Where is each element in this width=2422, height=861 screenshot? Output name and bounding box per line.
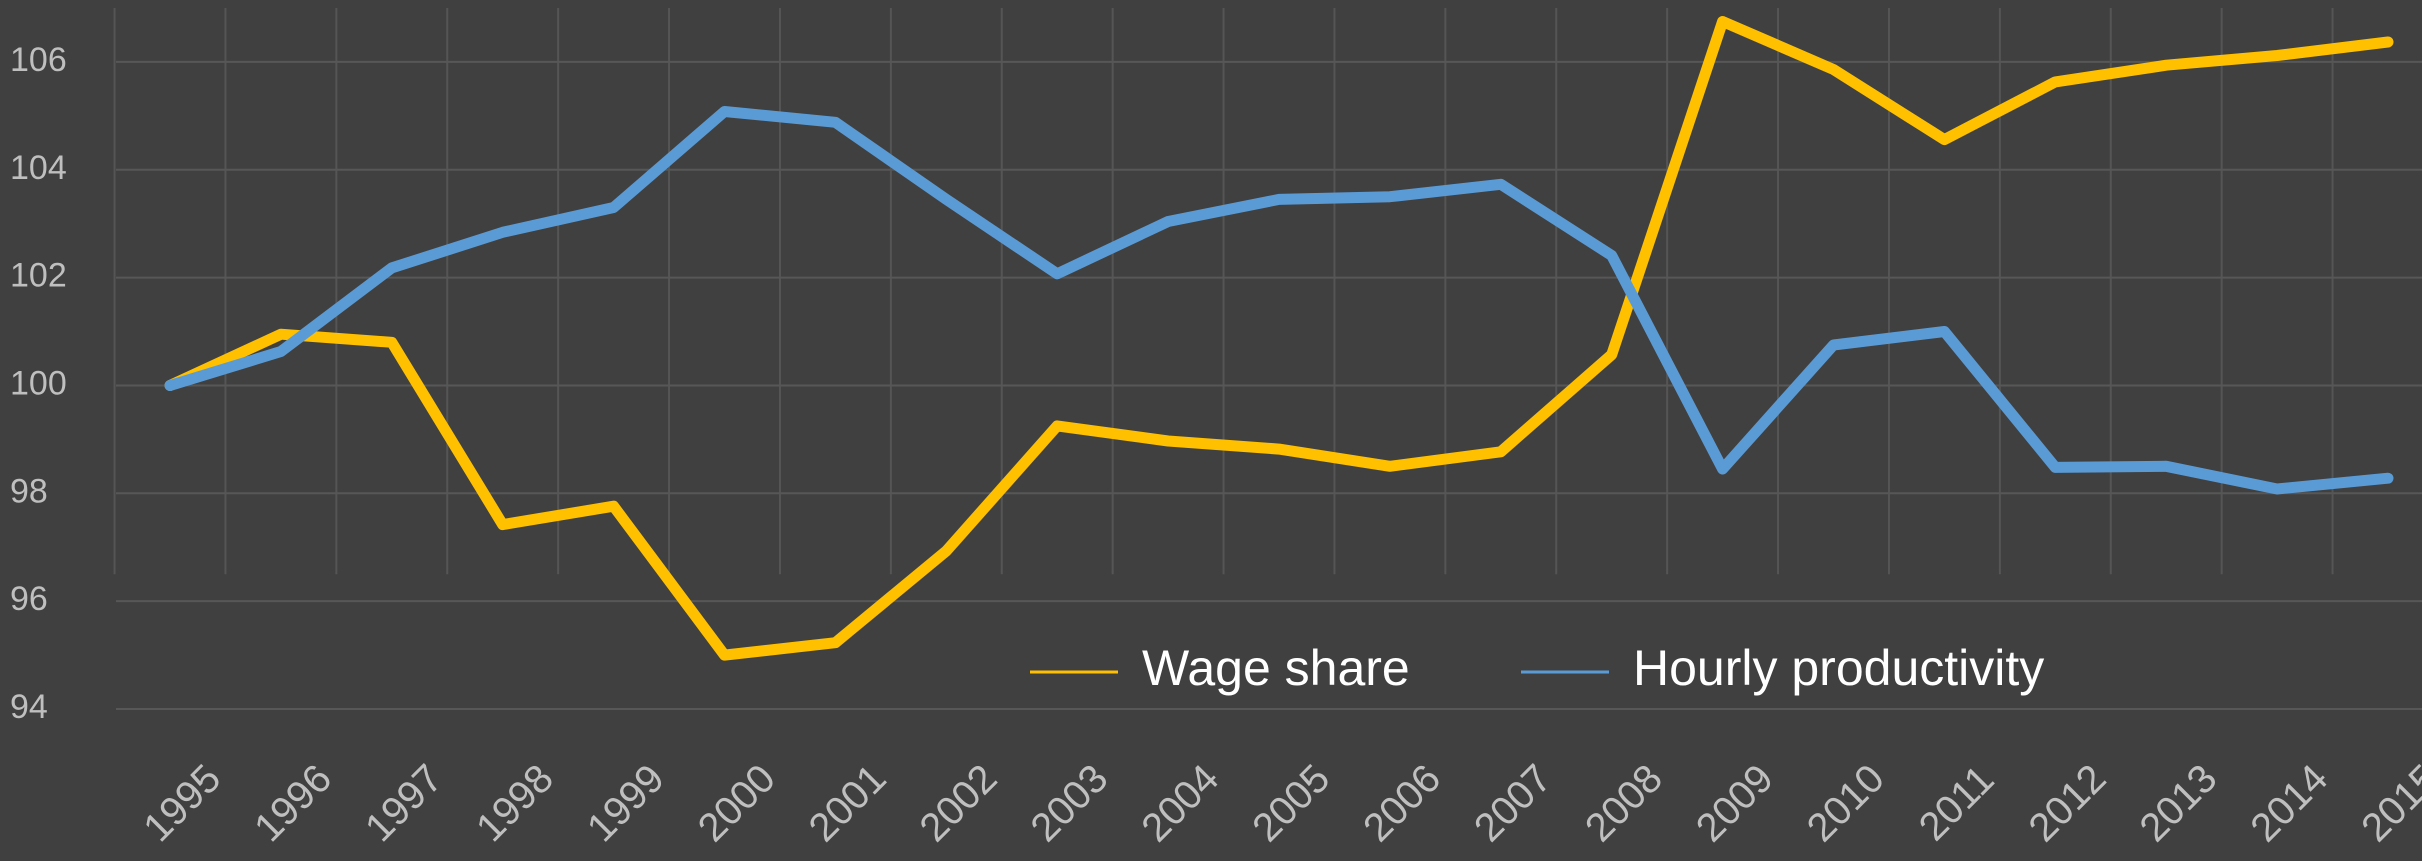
legend-label: Hourly productivity [1633,640,2044,696]
legend-label: Wage share [1142,640,1410,696]
line-series [164,16,2394,661]
y-tick-label: 98 [10,472,48,510]
y-tick-label: 96 [10,580,48,618]
y-tick-label: 104 [10,149,67,187]
y-tick-label: 106 [10,41,67,79]
y-tick-label: 100 [10,364,67,402]
y-tick-label: 94 [10,688,48,726]
line-series [164,106,2394,495]
y-tick-label: 102 [10,257,67,295]
